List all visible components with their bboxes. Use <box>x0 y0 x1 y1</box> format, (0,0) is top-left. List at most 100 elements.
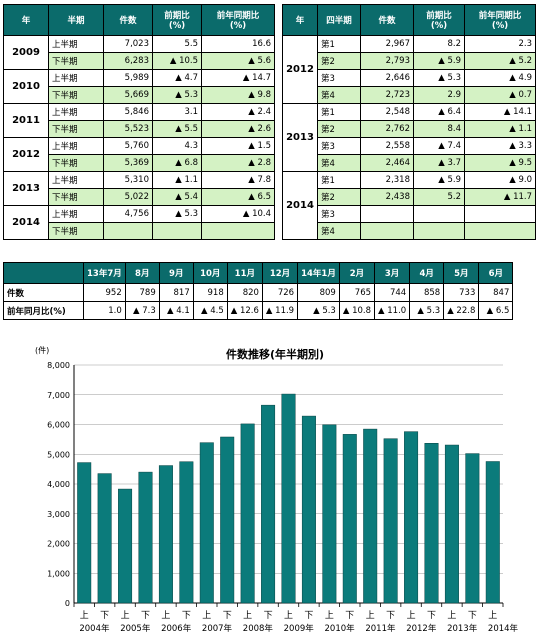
period-cell: 第4 <box>317 154 361 172</box>
period-cell: 第2 <box>317 120 361 138</box>
count-cell: 2,464 <box>360 154 414 172</box>
yoy-cell: ▲ 5.3 <box>297 301 340 320</box>
table-row: 2010 上半期 5,989 ▲ 4.7 ▲ 14.7 <box>3 69 275 104</box>
column-header: 四半期 <box>317 4 361 36</box>
yoy-cell: ▲ 2.6 <box>201 120 275 138</box>
x-category-label: 下 <box>468 611 477 621</box>
column-header: 件数 <box>103 4 153 36</box>
yoy-cell: ▲ 5.3 <box>409 301 445 320</box>
x-category-label: 上 <box>161 610 170 621</box>
y-tick-label: 8,000 <box>47 361 70 370</box>
yoy-cell: ▲ 9.8 <box>201 86 275 104</box>
month-header: 10月 <box>192 262 228 284</box>
period-cell: 第1 <box>317 35 361 53</box>
month-header: 14年1月 <box>297 262 340 284</box>
count-cell <box>360 205 414 223</box>
count-cell <box>360 222 414 240</box>
count-cell: 817 <box>158 283 194 302</box>
x-year-label: 2011年 <box>365 623 396 634</box>
x-category-label: 上 <box>284 610 293 621</box>
month-header: 8月 <box>124 262 160 284</box>
x-category-label: 上 <box>488 610 497 621</box>
count-cell <box>103 222 153 240</box>
count-cell: 918 <box>192 283 228 302</box>
count-cell: 744 <box>374 283 411 302</box>
table-row: 第3 <box>283 205 536 223</box>
count-cell: 2,646 <box>360 69 414 87</box>
qoq-cell: 2.9 <box>413 86 465 104</box>
yoy-cell: ▲ 4.1 <box>158 301 194 320</box>
bar <box>261 404 276 604</box>
x-category-label: 下 <box>182 611 191 621</box>
x-category-label: 下 <box>223 611 232 621</box>
table-row: 2014 上半期 4,756 ▲ 5.3 ▲ 10.4 <box>3 205 275 240</box>
qoq-cell: ▲ 5.4 <box>152 188 202 206</box>
count-cell: 5,989 <box>103 69 153 87</box>
half-year-table: 年半期 件数 前期比 (%) 前年同期比 (%) 2009 上半期 7,023 5.5 16.6… <box>3 4 275 240</box>
count-cell: 2,793 <box>360 52 414 70</box>
count-cell: 5,846 <box>103 103 153 121</box>
x-category-label: 上 <box>366 610 375 621</box>
yoy-cell: ▲ 12.6 <box>226 301 263 320</box>
qoq-cell: ▲ 7.4 <box>413 137 465 155</box>
count-cell: 7,023 <box>103 35 153 53</box>
year-cell: 2013 <box>282 103 318 172</box>
x-category-label: 上 <box>407 610 416 621</box>
period-cell: 上半期 <box>48 137 104 155</box>
y-tick-label: 7,000 <box>47 391 70 400</box>
x-category-label: 上 <box>121 610 130 621</box>
count-cell: 789 <box>124 283 160 302</box>
bar <box>97 473 112 604</box>
yoy-cell: ▲ 9.5 <box>464 154 536 172</box>
count-cell: 733 <box>443 283 480 302</box>
month-header: 6月 <box>478 262 514 284</box>
qoq-cell: ▲ 5.9 <box>413 171 465 189</box>
yoy-cell: ▲ 14.7 <box>201 69 275 87</box>
count-cell: 2,318 <box>360 171 414 189</box>
qoq-cell: 4.3 <box>152 137 202 155</box>
yoy-cell: ▲ 3.3 <box>464 137 536 155</box>
qoq-cell: 8.4 <box>413 120 465 138</box>
column-header: 前期比 (%) <box>152 4 202 36</box>
period-cell: 下半期 <box>48 86 104 104</box>
yoy-cell: ▲ 1.5 <box>201 137 275 155</box>
qoq-cell <box>152 222 202 240</box>
x-year-label: 2004年 <box>79 623 110 634</box>
count-cell: 726 <box>261 283 299 302</box>
qoq-cell <box>413 205 465 223</box>
yoy-cell: ▲ 10.8 <box>338 301 376 320</box>
table-row: 2012 第1 2,967 8.2 2.3 <box>282 35 536 104</box>
yoy-cell: ▲ 7.3 <box>124 301 160 320</box>
yoy-cell: ▲ 11.0 <box>374 301 411 320</box>
month-header: 9月 <box>158 262 194 284</box>
yoy-cell: ▲ 6.5 <box>478 301 514 320</box>
x-category-label: 上 <box>80 610 89 621</box>
month-header: 13年7月 <box>83 262 126 284</box>
yoy-cell: 1.0 <box>83 301 126 320</box>
year-cell: 2010 <box>3 69 49 104</box>
count-cell: 2,558 <box>360 137 414 155</box>
bar <box>199 442 214 604</box>
table-row: 前年同月比(%) 1.0 ▲ 7.3 ▲ 4.1 ▲ 4.5 ▲ 12.6 ▲ 11.9 ▲ … <box>3 301 514 320</box>
y-tick-label: 2,000 <box>47 540 70 549</box>
bar <box>301 415 316 604</box>
count-cell: 765 <box>338 283 376 302</box>
x-year-label: 2014年 <box>488 623 519 634</box>
qoq-cell: ▲ 3.7 <box>413 154 465 172</box>
qoq-cell <box>413 222 465 240</box>
qoq-cell: ▲ 5.9 <box>413 52 465 70</box>
count-cell: 5,022 <box>103 188 153 206</box>
bar <box>404 431 419 604</box>
bar <box>138 471 153 604</box>
column-header: 半期 <box>48 4 104 36</box>
count-cell: 5,369 <box>103 154 153 172</box>
period-cell: 第3 <box>317 69 361 87</box>
x-category-label: 下 <box>264 611 273 621</box>
table-row: 2012 上半期 5,760 4.3 ▲ 1.5 <box>3 137 275 172</box>
count-cell: 6,283 <box>103 52 153 70</box>
x-category-label: 下 <box>100 611 109 621</box>
x-category-label: 上 <box>447 610 456 621</box>
bar <box>444 444 459 604</box>
corner-header <box>3 262 84 284</box>
x-category-label: 下 <box>345 611 354 621</box>
